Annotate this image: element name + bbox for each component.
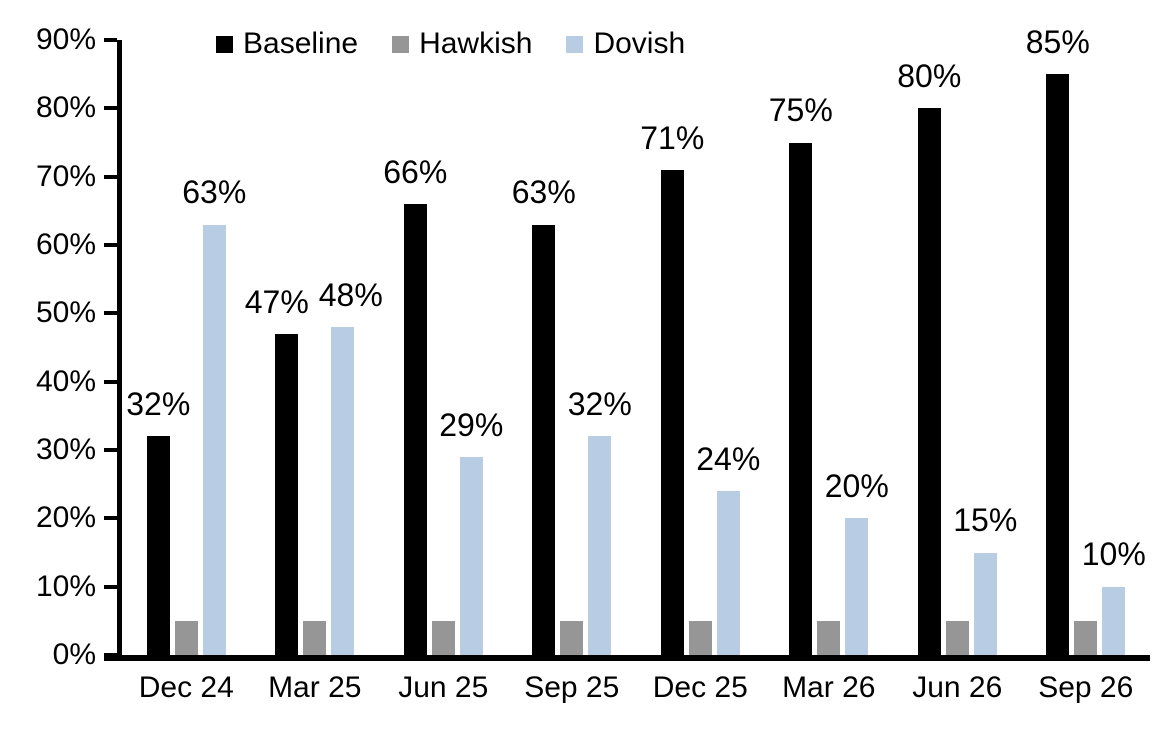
dovish-bar-value-label: 24% <box>696 440 761 477</box>
y-tick <box>104 106 117 111</box>
y-tick-label: 60% <box>35 228 96 261</box>
baseline-bar: 32% <box>126 386 190 655</box>
baseline-bar-value-label: 75% <box>768 92 833 129</box>
dovish-bar-value-label: 10% <box>1081 536 1146 573</box>
baseline-bar: 63% <box>512 175 576 655</box>
y-tick <box>104 243 117 247</box>
baseline-bar-value-label: 85% <box>1025 23 1090 60</box>
legend-item-dovish: Dovish <box>566 25 685 63</box>
y-tick-label: 30% <box>35 433 96 466</box>
x-category-label: Sep 25 <box>524 671 620 704</box>
y-tick-label: 40% <box>35 364 96 398</box>
bar-group-mar-25: 47% 48% <box>245 40 383 655</box>
y-tick-label: 50% <box>35 296 96 330</box>
dovish-bar: 32% <box>568 386 632 655</box>
legend-item-hawkish: Hawkish <box>392 25 532 63</box>
y-axis-line <box>117 40 122 661</box>
hawkish-bar <box>817 620 841 655</box>
y-tick-label: 90% <box>35 23 96 56</box>
x-axis-line <box>104 655 1150 661</box>
y-tick <box>104 516 117 521</box>
baseline-bar: 75% <box>769 93 833 655</box>
baseline-bar: 71% <box>640 120 704 655</box>
x-category-label: Dec 25 <box>652 671 748 704</box>
plot-area: 32% 63% 47% 48% 66% 29% 63% 32% 71% 24% 75% 20% 80% 1… <box>122 24 1151 655</box>
baseline-bar: 85% <box>1026 24 1090 655</box>
baseline-bar-value-label: 47% <box>244 283 309 320</box>
bar-group-jun-25: 66% 29% <box>379 40 508 655</box>
y-tick-label: 20% <box>35 501 96 535</box>
baseline-bar-value-label: 32% <box>126 386 191 423</box>
x-axis-labels: Dec 24 Mar 25 Jun 25 Sep 25 Dec 25 Mar 26 Jun … <box>122 669 1150 707</box>
legend-label-dovish: Dovish <box>593 27 686 60</box>
baseline-bar-value-label: 80% <box>897 58 962 95</box>
hawkish-bar <box>945 620 969 655</box>
y-tick <box>104 311 117 316</box>
hawkish-bar <box>560 620 584 655</box>
y-tick <box>104 38 117 42</box>
bar-group-dec-25: 71% 24% <box>636 40 765 655</box>
baseline-bar-value-label: 63% <box>511 174 576 211</box>
y-tick-label: 80% <box>35 91 96 125</box>
x-category-label: Mar 25 <box>268 671 362 704</box>
dovish-bar: 29% <box>439 407 503 655</box>
dovish-bar-value-label: 48% <box>318 276 383 313</box>
y-tick-label: 0% <box>52 638 96 671</box>
baseline-bar: 66% <box>383 154 447 655</box>
dovish-bar: 15% <box>953 503 1017 655</box>
baseline-bar-value-label: 71% <box>640 119 705 156</box>
hawkish-swatch-icon <box>392 35 410 53</box>
x-category-label: Sep 26 <box>1038 671 1134 704</box>
x-category-label: Jun 26 <box>912 671 1003 704</box>
y-tick <box>104 174 117 179</box>
legend: Baseline Hawkish Dovish <box>216 25 685 63</box>
bar-group-sep-25: 63% 32% <box>508 40 637 655</box>
hawkish-bar <box>174 620 198 655</box>
legend-label-baseline: Baseline <box>243 27 359 60</box>
y-tick-label: 70% <box>35 159 96 193</box>
dovish-bar: 20% <box>825 468 889 655</box>
dovish-bar-value-label: 32% <box>567 386 632 423</box>
dovish-bar-value-label: 20% <box>824 468 889 505</box>
x-category-label: Mar 26 <box>782 671 876 704</box>
hawkish-bar <box>1074 620 1098 655</box>
baseline-swatch-icon <box>216 35 233 53</box>
hawkish-bar <box>431 620 455 655</box>
dovish-bar: 63% <box>182 175 246 655</box>
dovish-bar: 48% <box>319 277 383 655</box>
legend-label-hawkish: Hawkish <box>419 27 533 60</box>
dovish-bar: 10% <box>1082 537 1146 655</box>
hawkish-bar <box>688 620 712 655</box>
dovish-bar: 24% <box>696 441 760 655</box>
x-category-label: Jun 25 <box>398 671 489 704</box>
dovish-swatch-icon <box>566 35 584 53</box>
y-tick <box>104 379 117 384</box>
y-tick <box>104 448 117 452</box>
bar-group-jun-26: 80% 15% <box>893 40 1022 655</box>
bar-group-dec-24: 32% 63% <box>122 40 251 655</box>
bar-group-mar-26: 75% 20% <box>765 40 894 655</box>
dovish-bar-value-label: 29% <box>439 406 504 443</box>
bar-group-sep-26: 85% 10% <box>1022 24 1151 655</box>
baseline-bar: 47% <box>245 284 309 655</box>
y-tick <box>104 584 117 589</box>
dovish-bar-value-label: 15% <box>953 502 1018 539</box>
x-category-label: Dec 24 <box>138 671 234 704</box>
hawkish-bar <box>303 620 327 655</box>
legend-item-baseline: Baseline <box>216 25 358 63</box>
y-tick-label: 10% <box>35 569 96 603</box>
baseline-bar-value-label: 66% <box>383 153 448 190</box>
dovish-bar-value-label: 63% <box>182 174 247 211</box>
baseline-bar: 80% <box>897 58 961 655</box>
